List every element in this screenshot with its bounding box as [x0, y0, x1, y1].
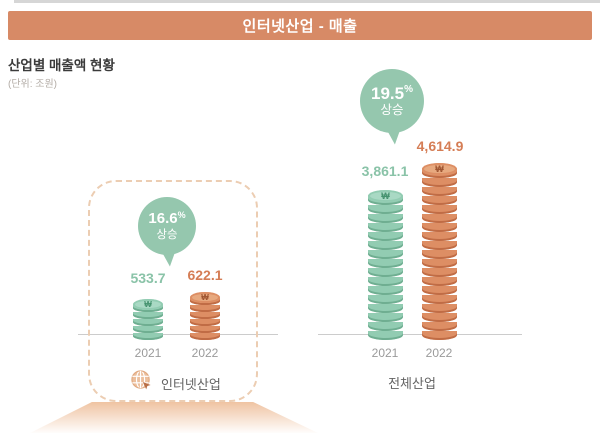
baseline-internet	[78, 334, 278, 335]
coin	[422, 187, 457, 196]
value-label-total-2021: 3,861.1	[361, 163, 409, 179]
title-banner: 인터넷산업 - 매출	[8, 11, 592, 40]
coin	[368, 205, 403, 214]
baseline-total	[318, 334, 522, 335]
coin	[133, 319, 163, 326]
coin	[422, 304, 457, 313]
coin	[422, 223, 457, 232]
coin	[368, 259, 403, 268]
total-industry-label: 전체산업	[388, 376, 436, 391]
internet-industry-panel	[88, 180, 258, 402]
change-bubble-internet: 16.6% 상승	[138, 197, 196, 255]
coin	[133, 333, 163, 340]
coin	[368, 286, 403, 295]
coin	[133, 312, 163, 319]
coin	[368, 295, 403, 304]
coin-top-face: ₩	[422, 163, 457, 175]
coin	[190, 312, 220, 319]
change-word: 상승	[380, 103, 404, 118]
coin	[422, 268, 457, 277]
coin	[422, 196, 457, 205]
coin	[422, 205, 457, 214]
unit-label: (단위: 조원)	[8, 79, 58, 90]
spotlight-beam	[30, 402, 318, 433]
coin	[368, 277, 403, 286]
coin	[422, 277, 457, 286]
coin-top-face: ₩	[133, 299, 163, 310]
top-edge-strip	[14, 0, 600, 3]
change-line: 16.6%	[148, 210, 186, 228]
coin	[422, 232, 457, 241]
globe-cursor-icon	[130, 369, 153, 397]
value-label-internet-2021: 533.7	[130, 270, 166, 286]
coin	[368, 214, 403, 223]
value-label-total-2022: 4,614.9	[416, 138, 464, 154]
coin	[368, 304, 403, 313]
change-line: 19.5%	[371, 83, 413, 104]
coin	[368, 322, 403, 331]
coin	[190, 333, 220, 340]
change-word: 상승	[156, 228, 178, 241]
coin-stack-인터넷산업-2022: ₩	[190, 292, 220, 340]
coin	[368, 250, 403, 259]
coin	[368, 232, 403, 241]
year-label-internet-2022: 2022	[191, 346, 219, 360]
year-label-total-2021: 2021	[371, 346, 399, 360]
percent-sign: %	[404, 83, 413, 95]
banner-title: 인터넷산업 - 매출	[242, 18, 358, 35]
coin-stack-인터넷산업-2021: ₩	[133, 299, 163, 340]
coin	[422, 322, 457, 331]
coin-top-face: ₩	[368, 190, 403, 202]
coin	[422, 241, 457, 250]
year-label-total-2022: 2022	[425, 346, 453, 360]
coin	[133, 326, 163, 333]
coin-stack-전체산업-2022: ₩	[422, 163, 457, 340]
coin	[368, 268, 403, 277]
internet-industry-label: 인터넷산업	[161, 376, 221, 392]
coin	[190, 305, 220, 312]
coin	[190, 326, 220, 333]
coin-stack-전체산업-2021: ₩	[368, 190, 403, 340]
section-title: 산업별 매출액 현황	[8, 58, 115, 73]
coin	[422, 295, 457, 304]
internet-industry-footer: 인터넷산업	[130, 369, 221, 397]
coin	[422, 286, 457, 295]
change-value: 16.6	[148, 210, 178, 228]
coin	[368, 313, 403, 322]
year-label-internet-2021: 2021	[134, 346, 162, 360]
coin	[190, 319, 220, 326]
coin	[422, 214, 457, 223]
coin-top-face: ₩	[190, 292, 220, 303]
coin	[422, 178, 457, 187]
coin	[422, 259, 457, 268]
change-bubble-total: 19.5% 상승	[360, 69, 424, 133]
coin	[422, 250, 457, 259]
percent-sign: %	[177, 210, 186, 221]
value-label-internet-2022: 622.1	[187, 267, 223, 283]
coin	[368, 241, 403, 250]
coin	[368, 223, 403, 232]
coin	[422, 313, 457, 322]
change-value: 19.5	[371, 83, 405, 103]
coin	[422, 331, 457, 340]
coin	[368, 331, 403, 340]
